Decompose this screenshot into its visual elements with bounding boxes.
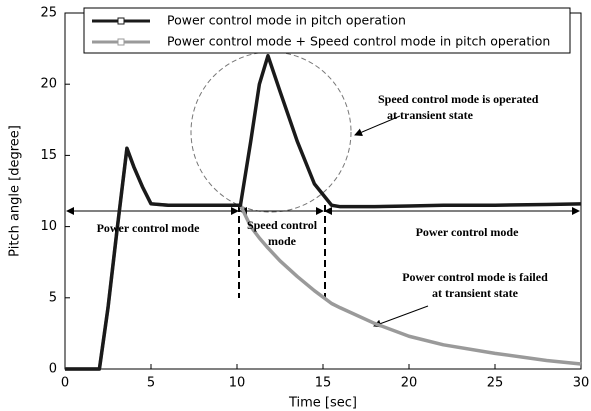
plot-frame: [64, 12, 582, 370]
x-tick-label: 5: [147, 376, 155, 391]
x-tick-label: 20: [401, 376, 418, 391]
y-tick-label: 20: [40, 77, 57, 92]
annotation: Power control mode: [416, 225, 520, 239]
highlight-circle: [190, 51, 352, 213]
legend-marker: [117, 17, 125, 25]
y-tick-label: 10: [40, 219, 57, 234]
annotation: at transient state: [387, 108, 474, 122]
legend-marker: [117, 38, 125, 46]
y-tick-label: 15: [40, 148, 57, 163]
y-tick-label: 0: [49, 362, 57, 377]
pointer-arrow: [354, 115, 401, 136]
y-axis-label: Pitch angle [degree]: [8, 125, 23, 257]
x-tick-label: 30: [573, 376, 590, 391]
x-tick-label: 25: [487, 376, 504, 391]
y-tick-label: 25: [40, 6, 57, 21]
annotation: Speed control mode is operated: [378, 92, 539, 106]
legend: [83, 7, 571, 54]
legend-label: Power control mode in pitch operation: [167, 13, 406, 28]
x-tick-label: 10: [229, 376, 246, 391]
pointer-arrow: [373, 305, 429, 328]
series-line: [65, 146, 582, 371]
legend-label: Power control mode + Speed control mode …: [167, 34, 550, 49]
annotation: mode: [268, 234, 297, 248]
annotation: Power control mode: [97, 221, 201, 235]
x-tick-label: 0: [61, 376, 69, 391]
annotation: Speed control: [247, 218, 318, 232]
x-tick-label: 15: [315, 376, 332, 391]
series-line: [65, 53, 582, 371]
x-axis-label: Time [sec]: [288, 396, 357, 411]
annotation: at transient state: [432, 286, 519, 300]
annotation: Power control mode is failed: [402, 270, 548, 284]
y-tick-label: 5: [49, 290, 57, 305]
